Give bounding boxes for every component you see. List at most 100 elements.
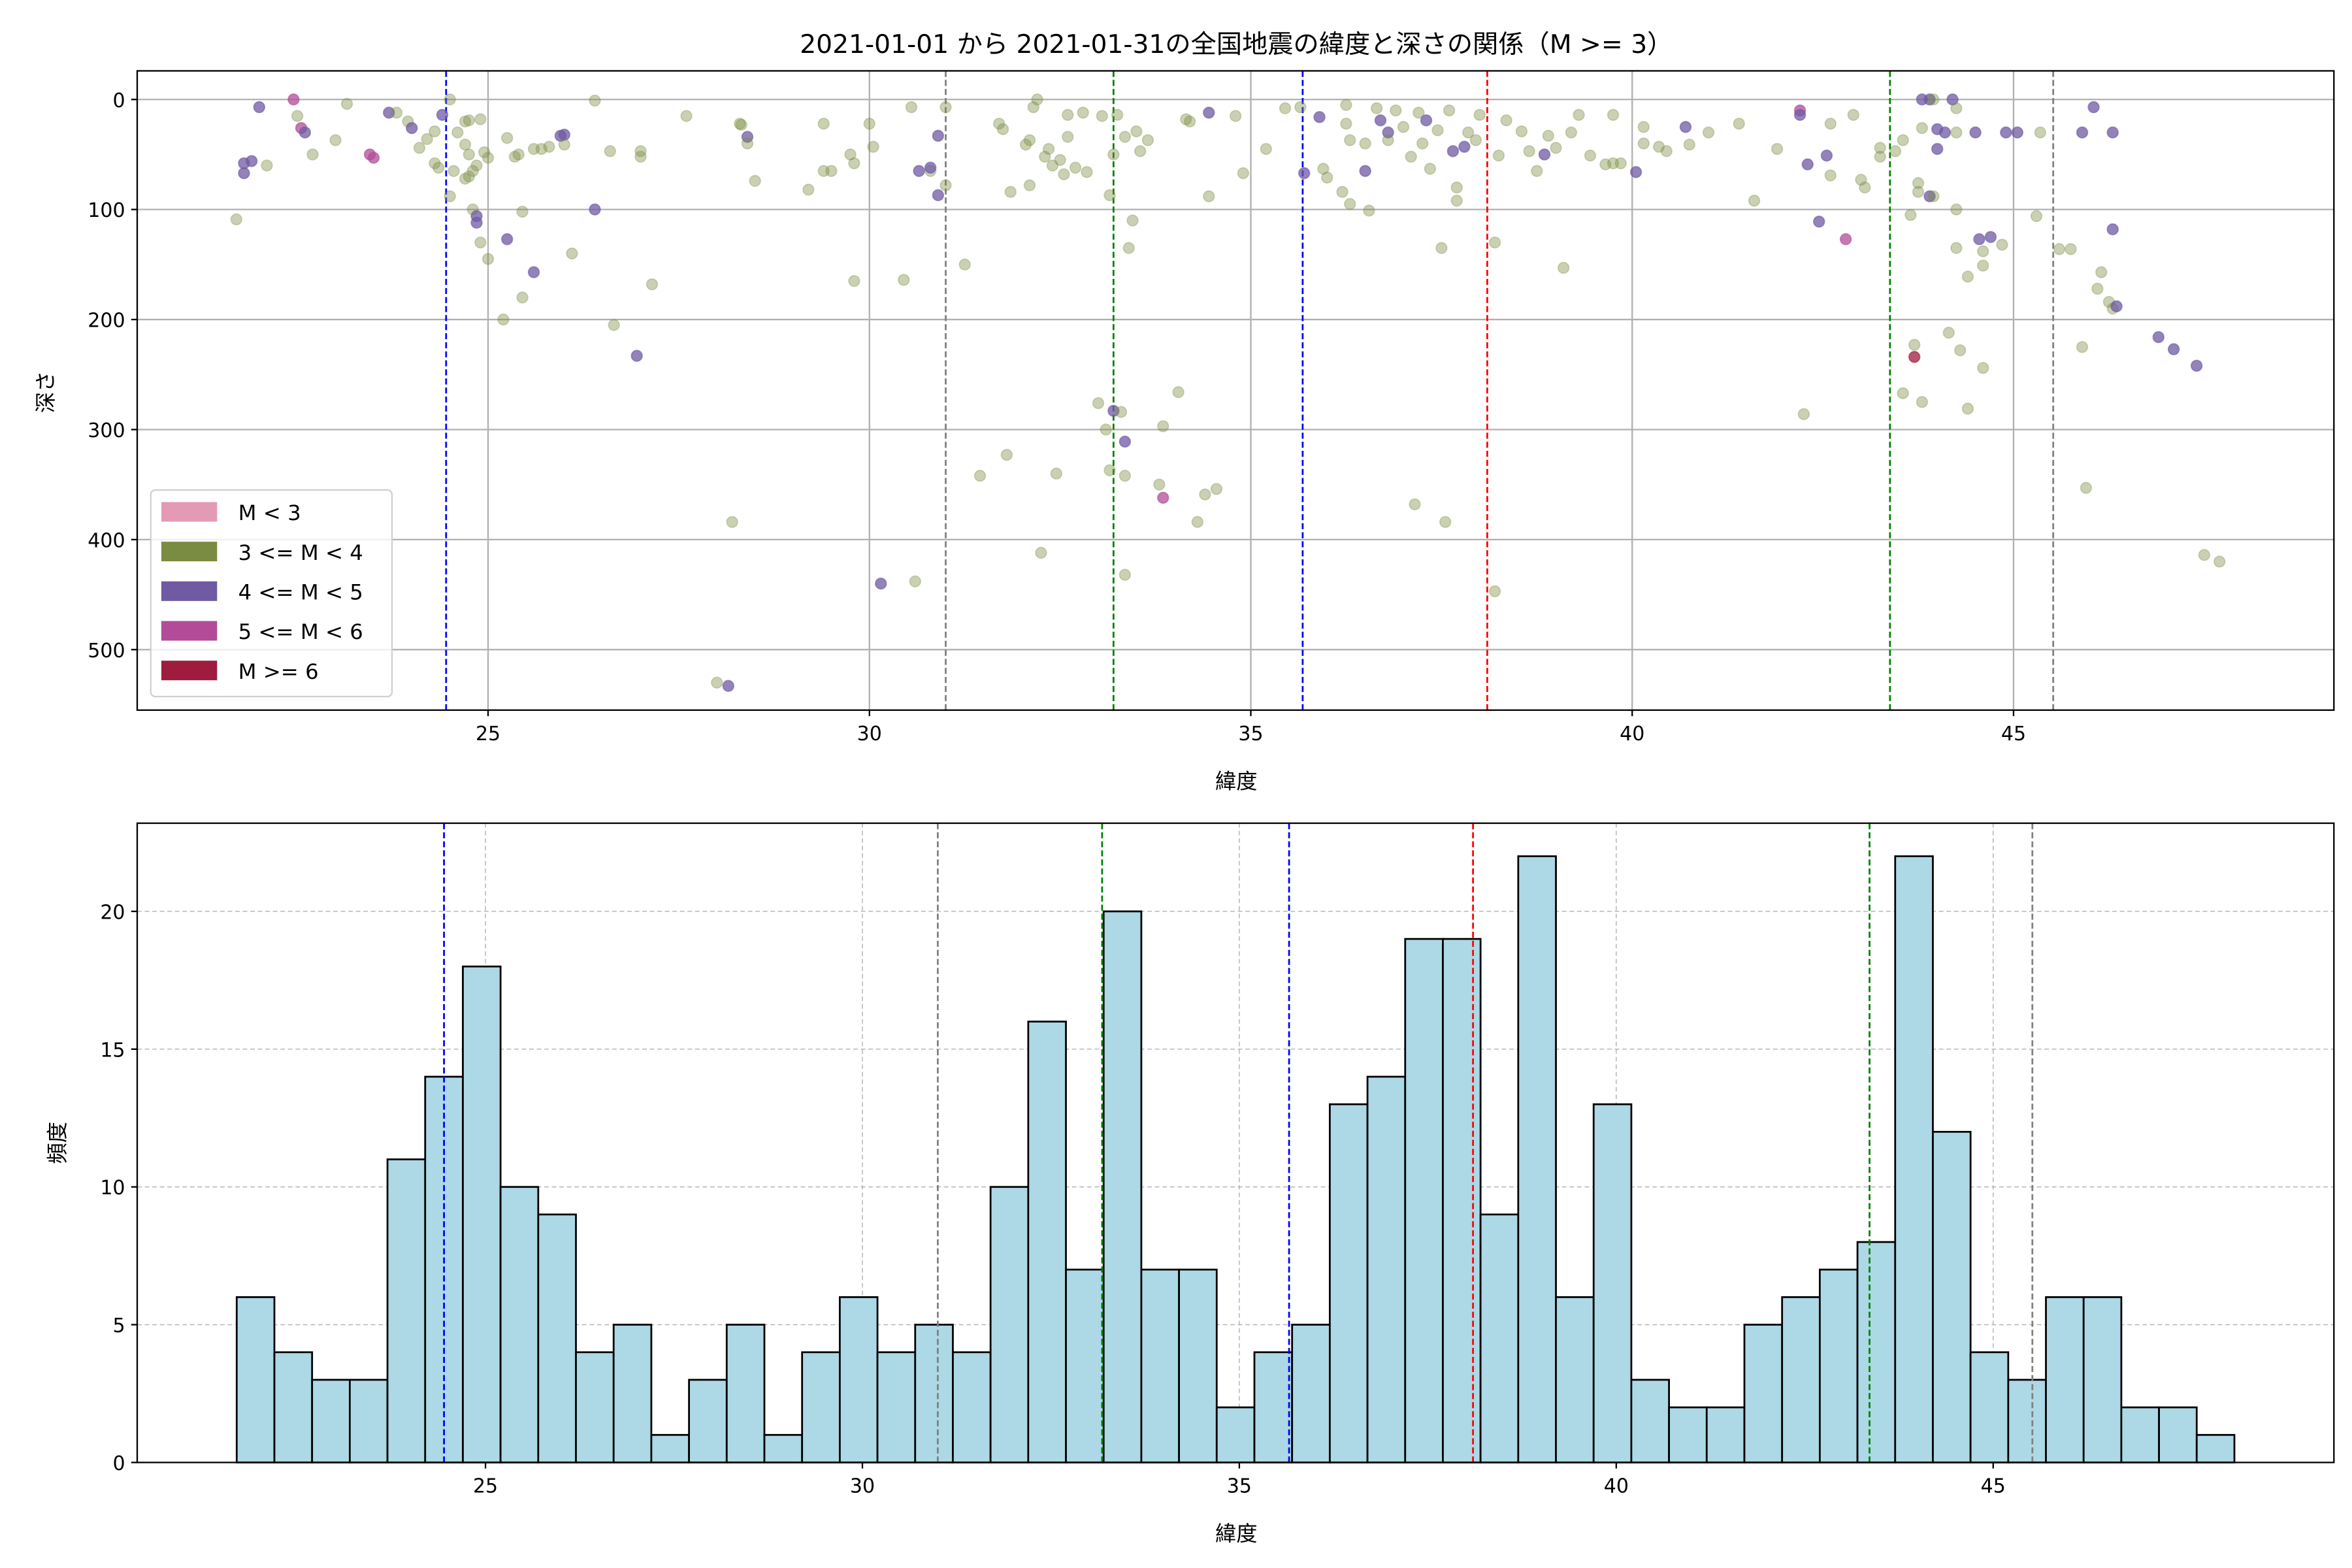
- scatter-point: [466, 165, 479, 177]
- scatter-point: [459, 115, 472, 128]
- scatter-point: [1096, 110, 1109, 122]
- scatter-point: [1321, 171, 1333, 184]
- scatter-point: [1839, 233, 1852, 246]
- scatter-point: [1023, 179, 1036, 191]
- scatter-point: [261, 159, 273, 172]
- legend-swatch: [161, 661, 218, 681]
- scatter-point: [1847, 108, 1860, 122]
- scatter-point: [726, 515, 738, 529]
- scatter-point: [848, 157, 860, 170]
- histogram-bar: [688, 1379, 728, 1463]
- histogram-bar: [499, 1186, 540, 1463]
- scatter-point: [1416, 137, 1429, 150]
- scatter-point: [1050, 467, 1063, 480]
- scatter-point: [680, 110, 693, 122]
- scatter-point: [1500, 114, 1512, 127]
- scatter-point: [1424, 163, 1437, 175]
- scatter-point: [1950, 242, 1963, 254]
- scatter-point: [1141, 134, 1154, 146]
- scatter-point: [1446, 145, 1460, 157]
- histogram-bar: [2045, 1296, 2085, 1463]
- scatter-frame: [136, 70, 2335, 711]
- scatter-point: [1077, 106, 1089, 119]
- scatter-point: [1054, 154, 1066, 167]
- scatter-point: [463, 114, 476, 127]
- scatter-point: [1584, 149, 1597, 162]
- scatter-point: [735, 118, 747, 131]
- histogram-bar: [1366, 1075, 1407, 1463]
- histogram-bar: [537, 1213, 577, 1463]
- scatter-ticks: 25 30 35 40 45 0 100 200 300 400 500: [88, 90, 2026, 745]
- scatter-point: [535, 142, 547, 155]
- scatter-point: [1119, 568, 1132, 581]
- scatter-point: [1374, 114, 1387, 127]
- histogram-bar: [1328, 1103, 1369, 1463]
- scatter-point: [1607, 108, 1620, 122]
- y-tick-label: 20: [100, 901, 125, 924]
- scatter-point: [817, 118, 830, 130]
- scatter-point: [1420, 114, 1433, 127]
- y-tick-label: 300: [88, 419, 125, 442]
- histogram-bar: [2082, 1296, 2123, 1463]
- scatter-point: [1340, 118, 1352, 130]
- scatter-point: [1908, 351, 1921, 363]
- scatter-point: [2053, 243, 2066, 255]
- scatter-point: [1916, 122, 1929, 135]
- scatter-point: [1771, 142, 1784, 155]
- histogram-bar: [2120, 1406, 2160, 1463]
- scatter-point: [1679, 121, 1692, 133]
- scatter-point: [1035, 546, 1047, 559]
- scatter-point: [1431, 124, 1444, 137]
- scatter-point: [1439, 515, 1452, 529]
- histogram-bar: [989, 1186, 1030, 1463]
- scatter-point: [299, 126, 312, 139]
- scatter-point: [1203, 190, 1215, 203]
- scatter-point: [2087, 101, 2100, 114]
- scatter-point: [287, 93, 300, 106]
- scatter-point: [448, 165, 460, 177]
- scatter-point: [1599, 158, 1612, 171]
- scatter-point: [1942, 327, 1955, 339]
- histogram-bar: [1630, 1379, 1670, 1463]
- scatter-point: [1923, 190, 1936, 203]
- scatter-point: [1119, 469, 1132, 482]
- scatter-point: [459, 139, 472, 151]
- scatter-point: [932, 129, 945, 142]
- scatter-point: [2011, 126, 2024, 139]
- histogram-bar: [2007, 1379, 2047, 1463]
- scatter-point: [463, 170, 476, 183]
- scatter-point: [500, 131, 514, 144]
- scatter-point: [459, 172, 472, 185]
- scatter-point: [1443, 104, 1456, 117]
- scatter-points: [230, 93, 2226, 693]
- histogram-bar: [1215, 1406, 1256, 1463]
- histogram-bar: [763, 1433, 804, 1463]
- scatter-point: [432, 161, 445, 174]
- scatter-point: [383, 106, 395, 119]
- scatter-point: [958, 258, 971, 271]
- x-tick-label: 35: [1238, 723, 1263, 745]
- legend-label: M >= 6: [238, 659, 319, 684]
- x-tick-label: 45: [1981, 1475, 2006, 1498]
- scatter-point: [516, 205, 529, 218]
- scatter-point: [2106, 126, 2119, 139]
- scatter-point: [1390, 104, 1402, 117]
- scatter-point: [1260, 142, 1273, 155]
- scatter-point: [558, 128, 571, 141]
- scatter-point: [1397, 121, 1410, 133]
- scatter-point: [722, 679, 735, 693]
- histogram-bar: [1555, 1296, 1595, 1463]
- y-tick-label: 15: [100, 1039, 125, 1062]
- legend-swatch: [161, 621, 218, 641]
- scatter-point: [634, 145, 647, 157]
- scatter-point: [749, 174, 761, 188]
- histogram-bar: [725, 1324, 766, 1463]
- scatter-point: [2167, 343, 2180, 355]
- histogram-bar: [1856, 1241, 1897, 1463]
- scatter-point: [1336, 186, 1348, 198]
- scatter-point: [1607, 157, 1620, 170]
- legend-label: 3 <= M < 4: [238, 540, 363, 565]
- legend-label: M < 3: [238, 500, 301, 525]
- scatter-point: [1183, 115, 1196, 128]
